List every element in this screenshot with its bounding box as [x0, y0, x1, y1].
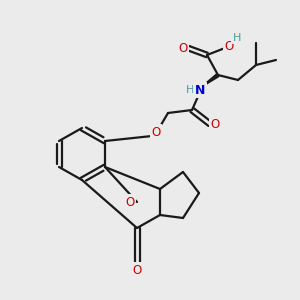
Text: O: O	[178, 41, 188, 55]
Text: O: O	[132, 263, 142, 277]
Text: O: O	[125, 196, 135, 208]
Text: N: N	[195, 83, 205, 97]
Text: H: H	[186, 85, 194, 95]
Text: O: O	[210, 118, 220, 130]
Text: H: H	[233, 33, 241, 43]
Text: O: O	[224, 40, 234, 52]
Text: O: O	[152, 125, 160, 139]
Polygon shape	[200, 74, 219, 88]
